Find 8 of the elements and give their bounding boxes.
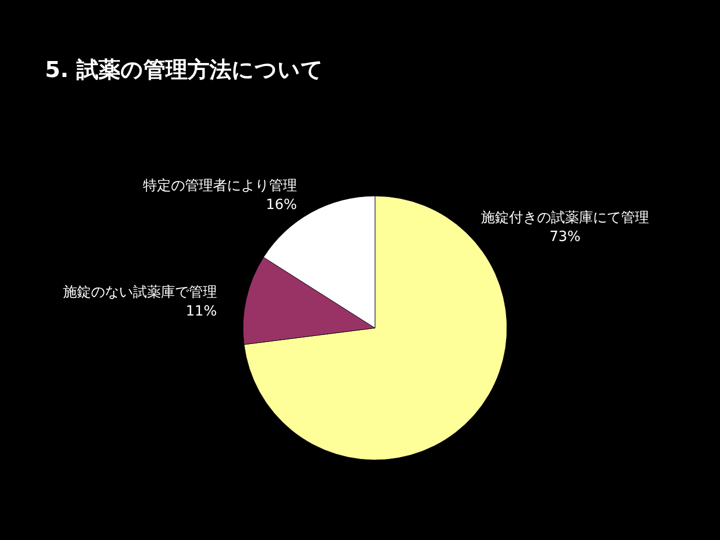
data-label: 16% <box>266 197 297 214</box>
slice-label: 特定の管理者により管理 <box>142 178 297 194</box>
slice-label: 施錠付きの試薬庫にて管理 <box>481 210 649 226</box>
data-label: 11% <box>186 304 217 320</box>
chart-title: 5. 試薬の管理方法について <box>45 57 324 83</box>
pie-slice <box>244 196 508 460</box>
data-label: 73% <box>549 229 581 245</box>
slice-label: 施錠のない試薬庫で管理 <box>62 284 217 301</box>
